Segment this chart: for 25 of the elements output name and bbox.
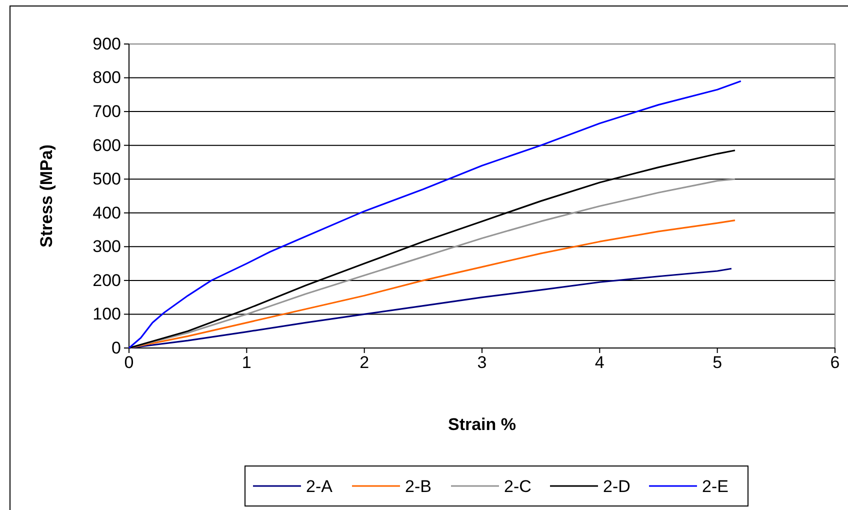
y-tick-label: 900 bbox=[92, 34, 121, 54]
y-axis-title: Stress (MPa) bbox=[37, 144, 56, 248]
legend-label: 2-A bbox=[306, 477, 334, 496]
y-tick-label: 300 bbox=[92, 237, 121, 256]
legend-label: 2-C bbox=[504, 477, 532, 496]
y-tick-label: 800 bbox=[92, 68, 121, 88]
legend-label: 2-E bbox=[702, 477, 728, 496]
x-tick-label: 1 bbox=[242, 353, 252, 372]
legend-label: 2-D bbox=[603, 477, 630, 496]
x-tick-label: 3 bbox=[477, 353, 487, 372]
x-tick-label: 6 bbox=[830, 353, 840, 372]
y-tick-label: 0 bbox=[112, 338, 121, 358]
x-tick-label: 4 bbox=[594, 353, 604, 372]
line-series bbox=[128, 220, 736, 349]
legend-label: 2-B bbox=[405, 477, 432, 496]
y-tick-label: 600 bbox=[92, 136, 121, 155]
y-tick-label: 500 bbox=[92, 170, 121, 189]
y-tick-label: 100 bbox=[92, 304, 121, 324]
x-axis-title: Strain % bbox=[448, 415, 516, 434]
x-tick-label: 5 bbox=[712, 353, 722, 372]
y-tick-label: 200 bbox=[92, 270, 121, 290]
x-tick-label: 0 bbox=[124, 353, 134, 372]
y-tick-label: 400 bbox=[92, 203, 121, 222]
x-tick-label: 2 bbox=[360, 353, 370, 372]
y-tick-label: 700 bbox=[92, 102, 121, 121]
